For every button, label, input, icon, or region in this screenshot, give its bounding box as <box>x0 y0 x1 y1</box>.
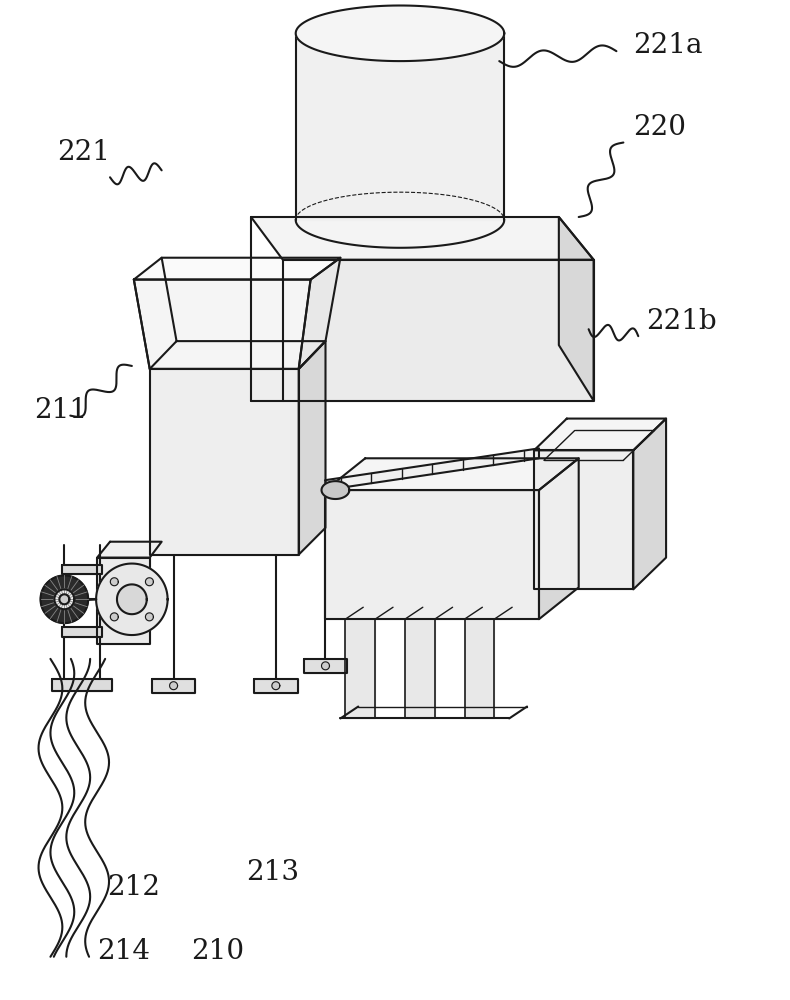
Polygon shape <box>55 589 74 609</box>
Polygon shape <box>117 584 147 614</box>
Text: 221a: 221a <box>634 32 703 59</box>
Polygon shape <box>295 6 504 61</box>
Polygon shape <box>40 575 88 623</box>
Text: 210: 210 <box>191 938 245 965</box>
Polygon shape <box>539 458 579 619</box>
Polygon shape <box>62 565 102 574</box>
Text: 220: 220 <box>634 114 687 141</box>
Polygon shape <box>534 450 634 589</box>
Polygon shape <box>254 679 298 693</box>
Text: 221b: 221b <box>646 308 717 335</box>
Polygon shape <box>134 280 310 369</box>
Polygon shape <box>303 659 348 673</box>
Polygon shape <box>152 679 195 693</box>
Polygon shape <box>59 594 70 604</box>
Polygon shape <box>559 217 593 401</box>
Polygon shape <box>97 542 162 558</box>
Polygon shape <box>170 682 178 690</box>
Polygon shape <box>299 258 340 369</box>
Polygon shape <box>145 613 153 621</box>
Polygon shape <box>62 627 102 637</box>
Polygon shape <box>150 369 299 555</box>
Polygon shape <box>251 217 593 260</box>
Polygon shape <box>111 613 118 621</box>
Text: 214: 214 <box>97 938 150 965</box>
Text: 213: 213 <box>246 859 299 886</box>
Polygon shape <box>283 260 593 401</box>
Polygon shape <box>325 448 539 490</box>
Text: 211: 211 <box>35 397 88 424</box>
Polygon shape <box>111 578 118 586</box>
Polygon shape <box>322 481 349 499</box>
Polygon shape <box>345 619 375 718</box>
Polygon shape <box>534 419 666 450</box>
Polygon shape <box>96 564 167 635</box>
Text: 221: 221 <box>58 139 111 166</box>
Polygon shape <box>405 619 434 718</box>
Text: 212: 212 <box>107 874 160 901</box>
Polygon shape <box>634 419 666 589</box>
Polygon shape <box>150 341 325 369</box>
Polygon shape <box>97 558 150 644</box>
Polygon shape <box>145 578 153 586</box>
Polygon shape <box>272 682 280 690</box>
Polygon shape <box>325 490 539 619</box>
Polygon shape <box>465 619 495 718</box>
Polygon shape <box>134 258 340 280</box>
Polygon shape <box>52 679 112 691</box>
Polygon shape <box>299 341 325 555</box>
Polygon shape <box>325 458 579 490</box>
Polygon shape <box>322 662 329 670</box>
